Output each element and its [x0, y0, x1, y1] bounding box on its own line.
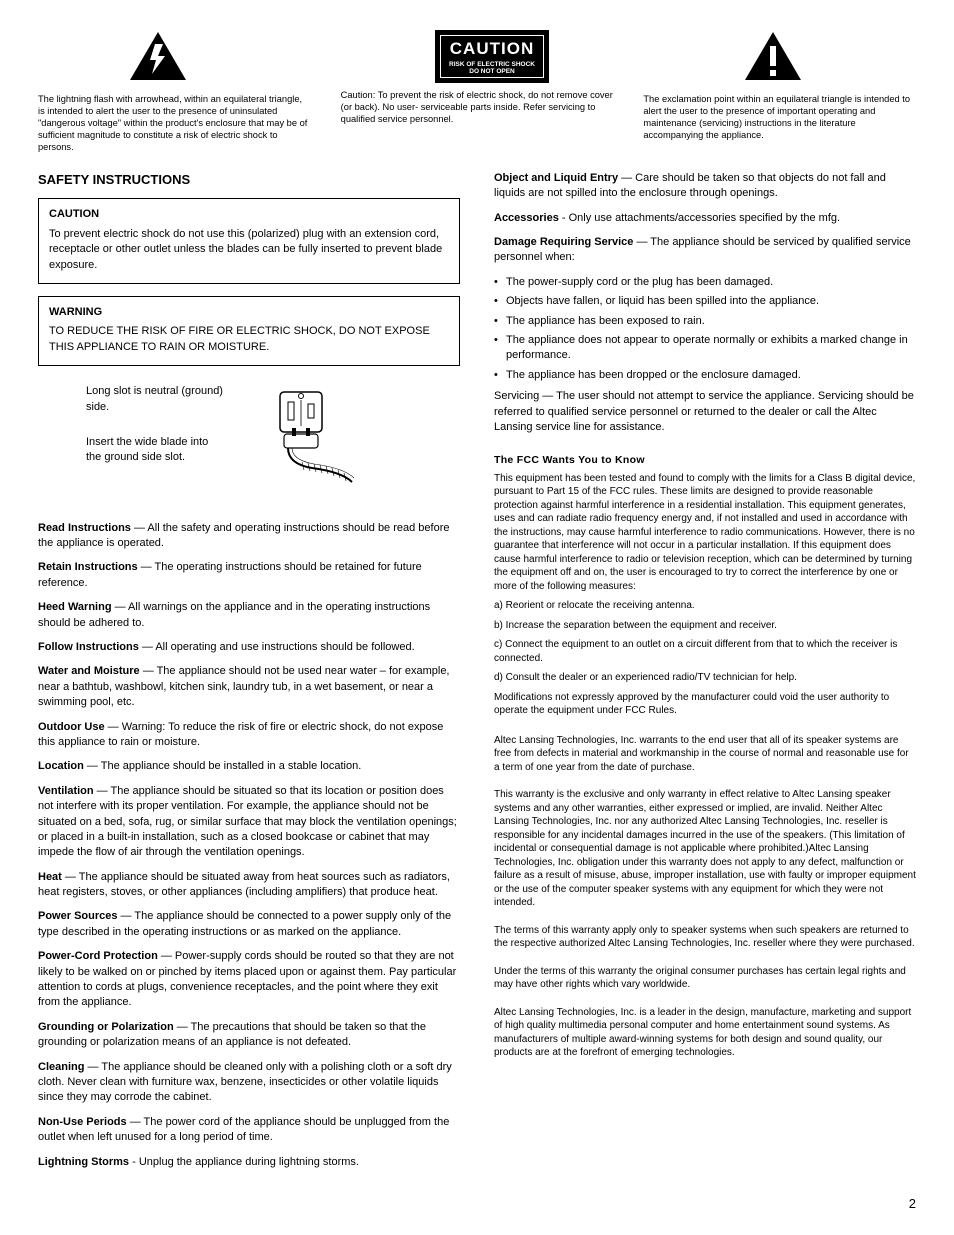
warranty-para: The terms of this warranty apply only to…	[494, 924, 916, 951]
instruction-para: Location — The appliance should be insta…	[38, 759, 460, 774]
fcc-list-item: c) Connect the equipment to an outlet on…	[494, 638, 916, 665]
list-item: The appliance does not appear to operate…	[494, 333, 916, 364]
caution-box-title: CAUTION	[449, 38, 535, 61]
damage-bullets: The power-supply cord or the plug has be…	[494, 275, 916, 383]
instruction-para: Power-Cord Protection — Power-supply cor…	[38, 949, 460, 1011]
instruction-para: Power Sources — The appliance should be …	[38, 909, 460, 940]
servicing-para: Servicing — The user should not attempt …	[494, 389, 916, 435]
instruction-para: Follow Instructions — All operating and …	[38, 640, 460, 655]
caution-box-line1: RISK OF ELECTRIC SHOCK	[449, 61, 535, 68]
lightning-caption: The lightning flash with arrowhead, with…	[38, 93, 311, 153]
instruction-para: Lightning Storms - Unplug the appliance …	[38, 1155, 460, 1170]
warranty-para: Under the terms of this warranty the ori…	[494, 965, 916, 992]
instruction-para: Object and Liquid Entry — Care should be…	[494, 171, 916, 202]
instruction-para: Retain Instructions — The operating inst…	[38, 560, 460, 591]
fcc-body: This equipment has been tested and found…	[494, 472, 916, 594]
top-col-center: CAUTION RISK OF ELECTRIC SHOCK DO NOT OP…	[341, 30, 614, 153]
exclamation-caption: The exclamation point within an equilate…	[643, 93, 916, 141]
top-col-right: The exclamation point within an equilate…	[643, 30, 916, 153]
list-item: The appliance has been dropped or the en…	[494, 368, 916, 383]
caution-caption: Caution: To prevent the risk of electric…	[341, 89, 614, 125]
caution-title: CAUTION	[49, 207, 449, 222]
warranty-section: Altec Lansing Technologies, Inc. warrant…	[494, 734, 916, 1060]
instruction-para: Grounding or Polarization — The precauti…	[38, 1020, 460, 1051]
fcc-title: The FCC Wants You to Know	[494, 453, 916, 467]
plug-text: Long slot is neutral (ground) side. Inse…	[86, 384, 226, 486]
caution-body: To prevent electric shock do not use thi…	[49, 227, 449, 273]
right-top-paragraphs: Object and Liquid Entry — Care should be…	[494, 171, 916, 266]
plug-icon	[252, 384, 362, 499]
fcc-list-item: a) Reorient or relocate the receiving an…	[494, 599, 916, 613]
page-number: 2	[38, 1195, 916, 1213]
warning-title: WARNING	[49, 305, 449, 320]
plug-diagram-block: Long slot is neutral (ground) side. Inse…	[86, 384, 460, 499]
instruction-para: Non-Use Periods — The power cord of the …	[38, 1115, 460, 1146]
instruction-para: Read Instructions — All the safety and o…	[38, 521, 460, 552]
instruction-para: Heed Warning — All warnings on the appli…	[38, 600, 460, 631]
instruction-para: Cleaning — The appliance should be clean…	[38, 1060, 460, 1106]
fcc-mod: Modifications not expressly approved by …	[494, 691, 916, 718]
instruction-para: Outdoor Use — Warning: To reduce the ris…	[38, 720, 460, 751]
fcc-list: a) Reorient or relocate the receiving an…	[494, 599, 916, 685]
warranty-para: Altec Lansing Technologies, Inc. warrant…	[494, 734, 916, 775]
warning-box: WARNING TO REDUCE THE RISK OF FIRE OR EL…	[38, 296, 460, 366]
instruction-para: Heat — The appliance should be situated …	[38, 870, 460, 901]
right-column: Object and Liquid Entry — Care should be…	[494, 171, 916, 1179]
plug-line1: Long slot is neutral (ground) side.	[86, 384, 226, 415]
warranty-para: This warranty is the exclusive and only …	[494, 788, 916, 910]
fcc-list-item: d) Consult the dealer or an experienced …	[494, 671, 916, 685]
instruction-para: Damage Requiring Service — The appliance…	[494, 235, 916, 266]
lightning-triangle-icon	[128, 30, 311, 87]
instruction-para: Water and Moisture — The appliance shoul…	[38, 664, 460, 710]
main-columns: SAFETY INSTRUCTIONS CAUTION To prevent e…	[38, 171, 916, 1179]
caution-box: CAUTION To prevent electric shock do not…	[38, 198, 460, 284]
exclamation-triangle-icon	[743, 30, 916, 87]
left-column: SAFETY INSTRUCTIONS CAUTION To prevent e…	[38, 171, 460, 1179]
caution-box-line2: DO NOT OPEN	[449, 68, 535, 75]
list-item: Objects have fallen, or liquid has been …	[494, 294, 916, 309]
plug-line2: Insert the wide blade into the ground si…	[86, 435, 226, 466]
safety-instructions-title: SAFETY INSTRUCTIONS	[38, 171, 460, 189]
instruction-para: Ventilation — The appliance should be si…	[38, 784, 460, 861]
top-col-left: The lightning flash with arrowhead, with…	[38, 30, 311, 153]
list-item: The power-supply cord or the plug has be…	[494, 275, 916, 290]
left-paragraphs: Read Instructions — All the safety and o…	[38, 521, 460, 1170]
caution-box-icon: CAUTION RISK OF ELECTRIC SHOCK DO NOT OP…	[371, 30, 614, 83]
list-item: The appliance has been exposed to rain.	[494, 314, 916, 329]
warranty-para: Altec Lansing Technologies, Inc. is a le…	[494, 1006, 916, 1060]
instruction-para: Accessories - Only use attachments/acces…	[494, 211, 916, 226]
fcc-list-item: b) Increase the separation between the e…	[494, 619, 916, 633]
warning-body: TO REDUCE THE RISK OF FIRE OR ELECTRIC S…	[49, 324, 449, 355]
top-warning-row: The lightning flash with arrowhead, with…	[38, 30, 916, 153]
